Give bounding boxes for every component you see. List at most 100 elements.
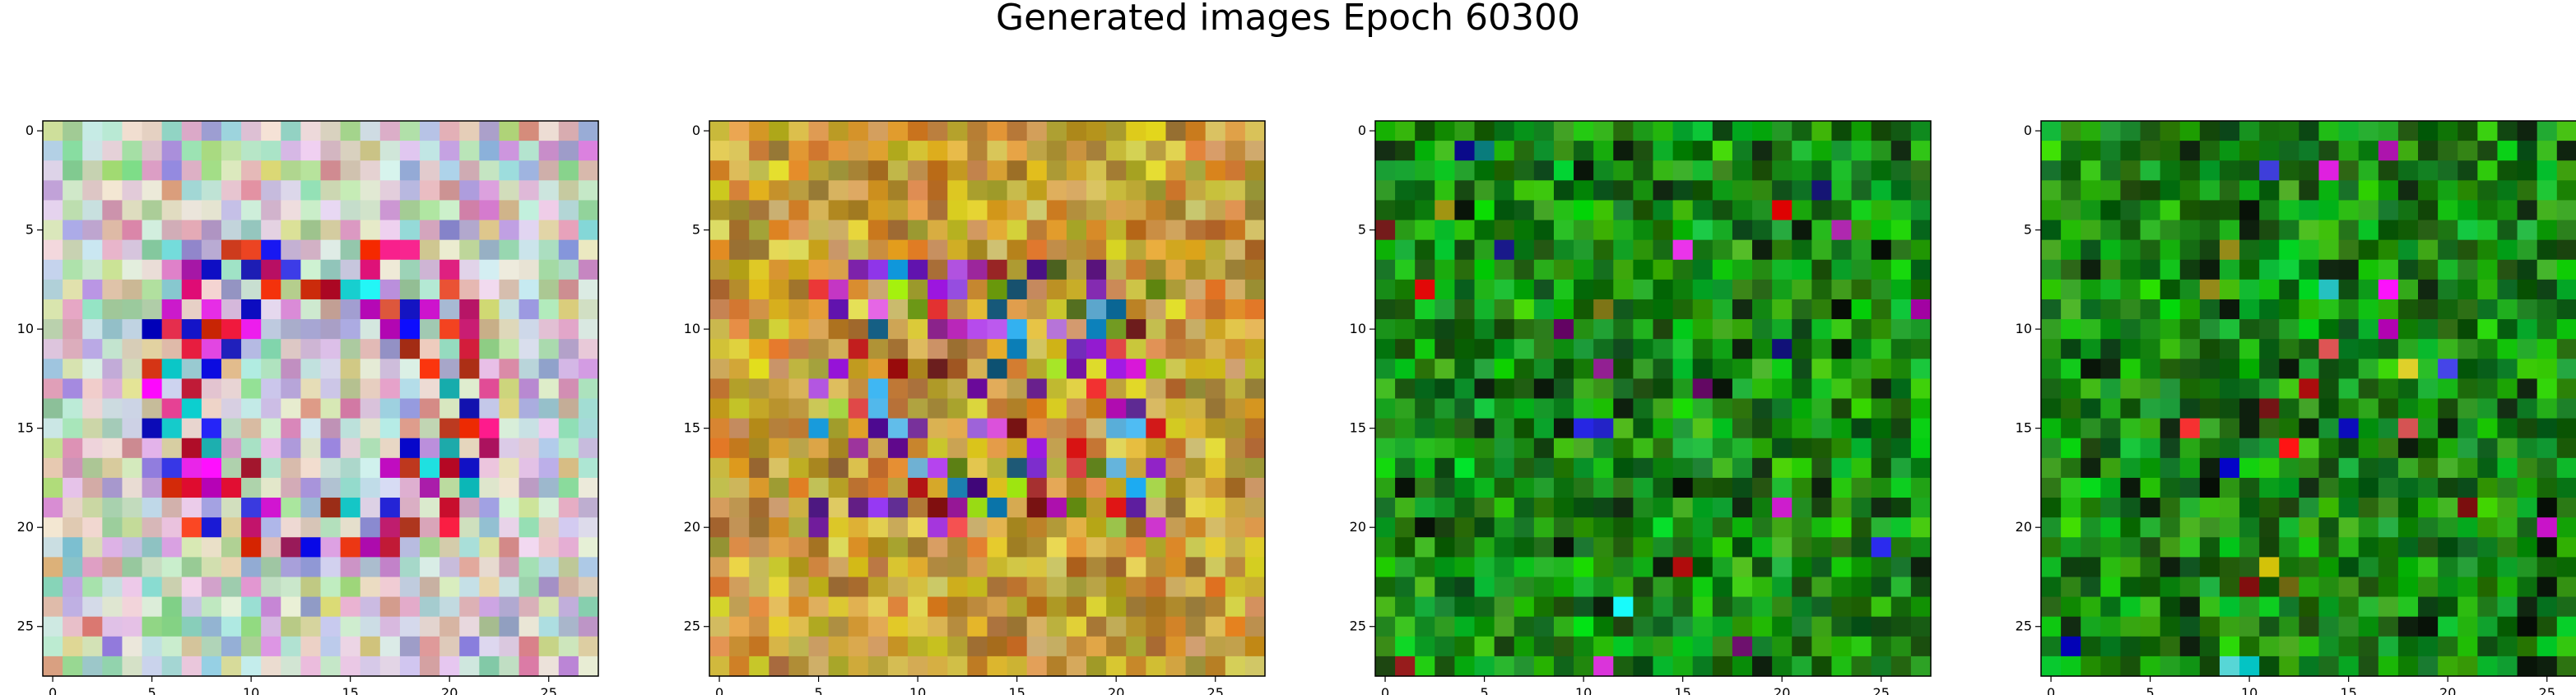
pixel	[987, 259, 1008, 280]
pixel	[1910, 557, 1932, 578]
pixel	[1593, 418, 1614, 439]
pixel	[558, 339, 579, 359]
pixel	[1831, 418, 1853, 439]
pixel	[1007, 498, 1028, 518]
pixel	[2081, 220, 2101, 241]
pixel	[538, 259, 560, 280]
pixel	[2179, 656, 2201, 677]
pixel	[1474, 121, 1495, 141]
pixel	[2338, 477, 2360, 498]
pixel	[1514, 239, 1535, 261]
pixel	[2358, 557, 2379, 578]
pixel	[1454, 141, 1476, 161]
pixel	[1514, 319, 1535, 340]
pixel	[43, 636, 63, 657]
pixel	[2497, 557, 2518, 578]
pixel	[578, 200, 599, 221]
pixel	[1146, 398, 1167, 419]
pixel	[2061, 477, 2081, 498]
pixel	[2120, 359, 2141, 379]
y-tick-label: 15	[684, 420, 700, 436]
pixel	[2318, 121, 2340, 141]
pixel	[340, 438, 361, 459]
pixel	[749, 636, 770, 657]
pixel	[1574, 438, 1594, 459]
pixel	[1831, 477, 1853, 498]
pixel	[1772, 378, 1793, 400]
pixel	[1574, 398, 1594, 419]
pixel	[2556, 319, 2576, 340]
pixel	[2160, 457, 2181, 479]
pixel	[181, 557, 202, 578]
pixel	[161, 378, 183, 400]
pixel	[2061, 616, 2081, 637]
pixel	[2378, 359, 2399, 379]
pixel	[1165, 378, 1187, 400]
pixel	[2061, 537, 2081, 558]
pixel	[2358, 259, 2379, 280]
pixel	[2457, 636, 2478, 657]
pixel	[1514, 418, 1535, 439]
pixel	[709, 498, 730, 518]
pixel	[1574, 279, 1594, 300]
pixel	[518, 259, 540, 280]
pixel	[1244, 239, 1266, 261]
pixel	[2318, 398, 2340, 419]
pixel	[578, 299, 599, 320]
pixel	[2299, 517, 2320, 538]
pixel	[1007, 656, 1028, 677]
pixel	[2160, 299, 2181, 320]
pixel	[320, 398, 342, 419]
pixel	[2140, 160, 2161, 181]
pixel	[1593, 299, 1614, 320]
pixel	[1494, 398, 1515, 419]
pixel	[2199, 477, 2220, 498]
pixel	[379, 160, 401, 181]
pixel	[808, 180, 830, 202]
pixel	[2120, 339, 2141, 359]
pixel	[63, 418, 83, 439]
pixel	[102, 636, 123, 657]
pixel	[1712, 359, 1733, 379]
pixel	[1474, 398, 1495, 419]
pixel	[1244, 457, 1266, 479]
pixel	[1712, 596, 1733, 618]
pixel	[867, 498, 889, 518]
pixel	[2081, 319, 2101, 340]
pixel	[43, 180, 63, 202]
pixel	[987, 577, 1008, 598]
pixel	[181, 477, 202, 498]
pixel	[479, 200, 500, 221]
pixel	[709, 319, 730, 340]
pixel	[2259, 180, 2280, 202]
pixel	[82, 557, 103, 578]
pixel	[1890, 656, 1912, 677]
pixel	[161, 517, 183, 538]
pixel	[499, 418, 520, 439]
pixel	[1890, 616, 1912, 637]
pixel	[1494, 239, 1515, 261]
pixel	[1633, 557, 1654, 578]
pixel	[459, 200, 480, 221]
pixel	[360, 517, 381, 538]
pixel	[1244, 359, 1266, 379]
pixel	[1066, 121, 1087, 141]
pixel	[1126, 457, 1146, 479]
pixel	[1593, 477, 1614, 498]
pixel	[2120, 299, 2141, 320]
pixel	[2259, 517, 2280, 538]
pixel	[987, 498, 1008, 518]
pixel	[2081, 656, 2101, 677]
pixel	[1910, 180, 1932, 202]
pixel	[558, 557, 579, 578]
pixel	[2517, 596, 2538, 618]
pixel	[1244, 299, 1266, 320]
pixel	[161, 239, 183, 261]
pixel	[848, 339, 869, 359]
pixel	[1871, 636, 1892, 657]
pixel	[1126, 438, 1146, 459]
pixel	[2140, 616, 2161, 637]
pixel	[1871, 656, 1892, 677]
pixel	[459, 279, 480, 300]
pixel	[2477, 398, 2499, 419]
